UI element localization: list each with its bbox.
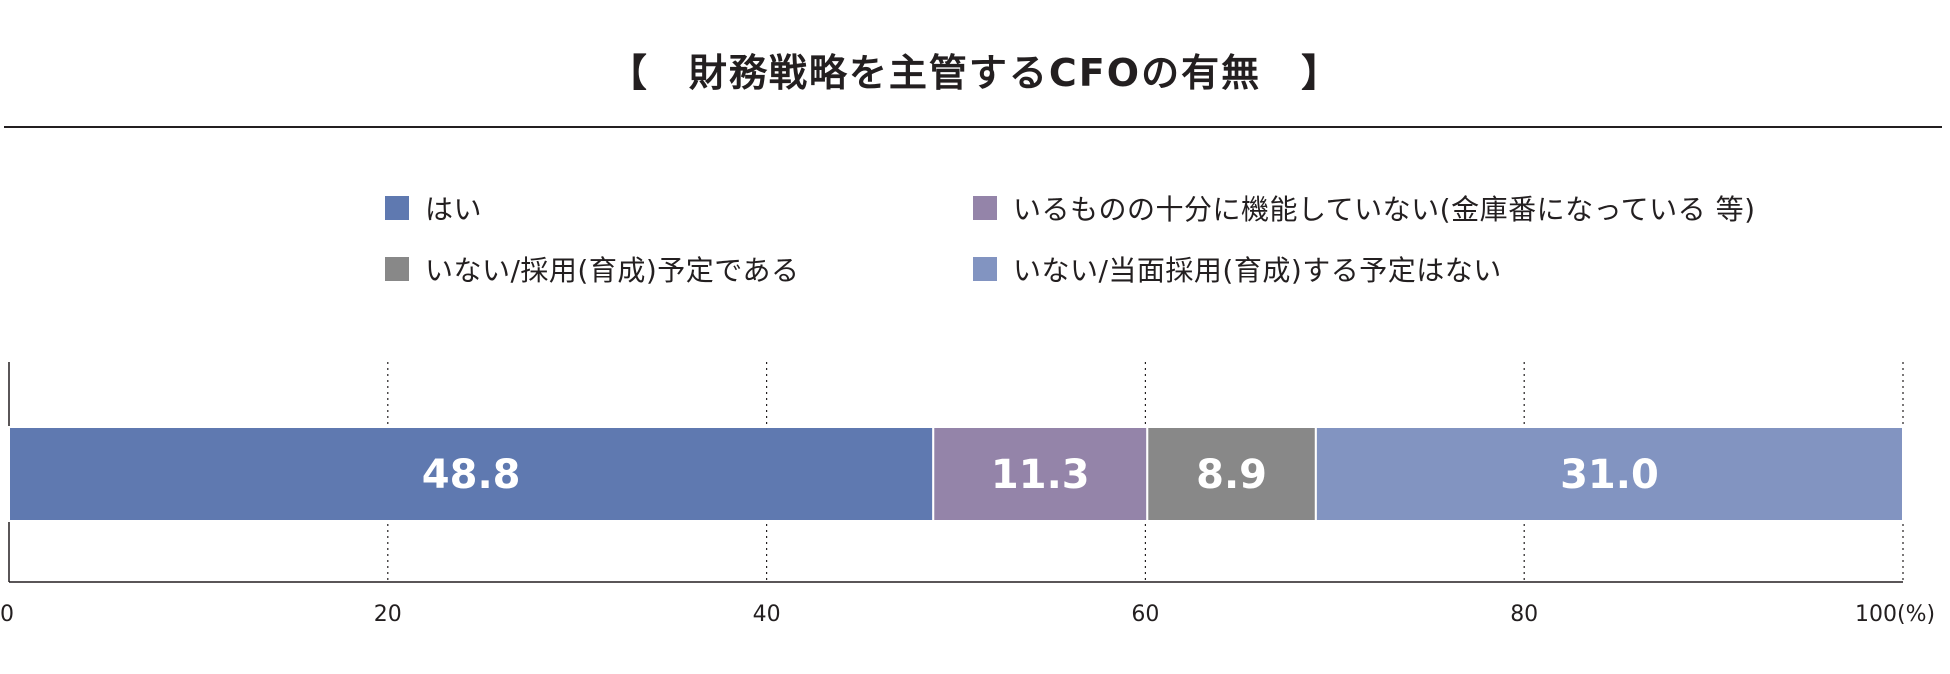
legend-label-planned-hire: いない/採用(育成)予定である xyxy=(425,254,800,287)
legend-swatch-no-plan xyxy=(973,257,997,281)
legend-item-no-plan: いない/当面採用(育成)する予定はない xyxy=(973,253,1502,287)
data-label-yes: 48.8 xyxy=(422,452,521,498)
title-divider xyxy=(4,126,1942,128)
bar-segment-not-functioning xyxy=(932,426,1149,522)
x-tick-label-80: 80 xyxy=(1510,602,1538,627)
bar-segment-no-plan xyxy=(1314,426,1904,522)
chart-title: 【 財務戦略を主管するCFOの有無 】 xyxy=(608,51,1342,95)
legend-item-planned-hire: いない/採用(育成)予定である xyxy=(385,253,800,287)
legend-label-no-plan: いない/当面採用(育成)する予定はない xyxy=(1013,254,1502,287)
x-tick-label-100: 100(%) xyxy=(1855,602,1935,627)
legend-swatch-not-functioning xyxy=(973,196,997,220)
legend-label-yes: はい xyxy=(425,193,483,226)
legend-item-not-functioning: いるものの十分に機能していない(金庫番になっている 等) xyxy=(973,192,1756,226)
bar-segment-yes xyxy=(8,426,935,522)
x-tick-label-0: 0 xyxy=(0,602,14,627)
data-label-no-plan: 31.0 xyxy=(1560,452,1659,498)
x-tick-label-40: 40 xyxy=(753,602,781,627)
data-label-not-functioning: 11.3 xyxy=(991,452,1090,498)
x-tick-label-60: 60 xyxy=(1131,602,1159,627)
legend-item-yes: はい xyxy=(385,192,482,226)
bar-segment-planned-hire xyxy=(1146,426,1317,522)
legend-label-not-functioning: いるものの十分に機能していない(金庫番になっている 等) xyxy=(1013,193,1756,226)
x-tick-label-20: 20 xyxy=(374,602,402,627)
legend-swatch-yes xyxy=(385,196,409,220)
legend-swatch-planned-hire xyxy=(385,257,409,281)
data-label-planned-hire: 8.9 xyxy=(1196,452,1267,498)
